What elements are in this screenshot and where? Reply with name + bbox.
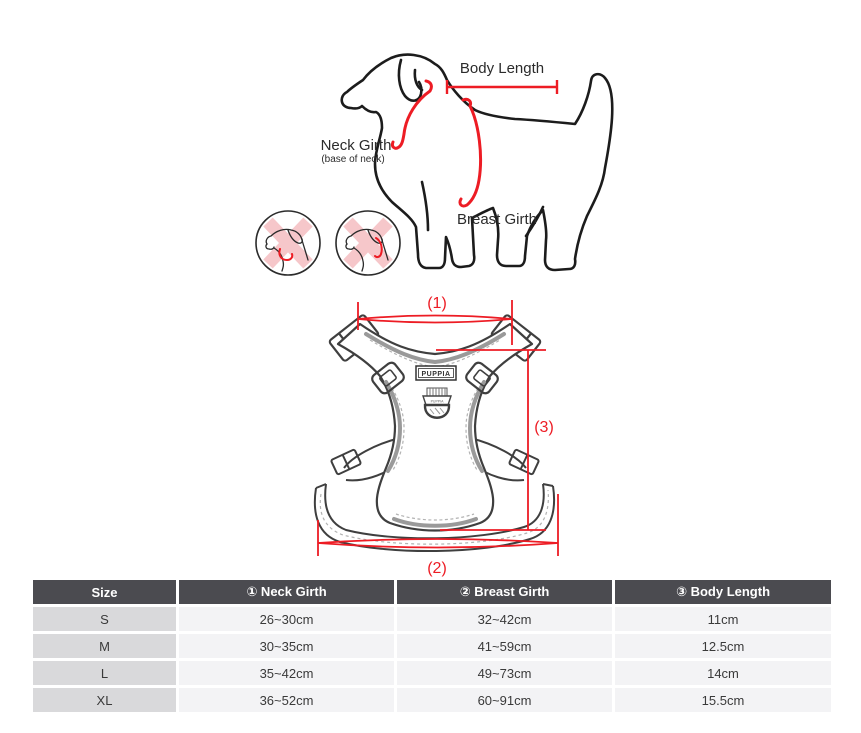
body-length-cell: 14cm — [615, 661, 831, 685]
breast-girth-mark — [458, 97, 483, 208]
wrong-collar-mark — [374, 237, 383, 259]
dimension-lines — [317, 300, 559, 556]
incorrect-measurement-icon-1 — [255, 210, 321, 276]
body-length-cell: 12.5cm — [615, 634, 831, 658]
harness-stitching — [364, 332, 506, 528]
size-table-header-size: Size — [33, 580, 176, 604]
breast-girth-cell: 60~91cm — [397, 688, 612, 712]
clip-brand-label: PUPPIA — [431, 400, 445, 404]
body-length-label: Body Length — [460, 60, 544, 77]
body-length-line — [445, 80, 559, 94]
neck-girth-sublabel: (base of neck) — [321, 154, 384, 165]
incorrect-measurement-icon-2 — [335, 210, 401, 276]
dim1-ellipse — [357, 314, 513, 324]
wrong-collar-mark — [278, 248, 294, 262]
body-length-cell: 11cm — [615, 607, 831, 631]
body-length-cell: 15.5cm — [615, 688, 831, 712]
neck-girth-cell: 35~42cm — [179, 661, 394, 685]
size-table: Size ① Neck Girth ② Breast Girth ③ Body … — [33, 580, 831, 712]
breast-girth-cell: 41~59cm — [397, 634, 612, 658]
harness-chest-panel — [328, 314, 542, 532]
size-cell: M — [33, 634, 176, 658]
size-table-header-body-length: ③ Body Length — [615, 580, 831, 604]
size-table-header-breast-girth: ② Breast Girth — [397, 580, 612, 604]
neck-girth-cell: 26~30cm — [179, 607, 394, 631]
breast-girth-label: Breast Girth — [457, 211, 537, 228]
size-cell: XL — [33, 688, 176, 712]
neck-girth-mark — [391, 79, 433, 150]
breast-girth-cell: 49~73cm — [397, 661, 612, 685]
dim2-ellipse — [317, 538, 559, 549]
neck-girth-label: Neck Girth — [321, 137, 392, 154]
brand-label: PUPPIA — [421, 371, 450, 378]
d-ring-icon — [423, 403, 451, 419]
harness-buckle-rings — [371, 361, 499, 395]
size-cell: S — [33, 607, 176, 631]
harness-center-hardware: PUPPIA PUPPIA — [415, 365, 457, 419]
dim2-label: (2) — [427, 560, 447, 577]
neck-girth-cell: 30~35cm — [179, 634, 394, 658]
dog-outline-drawing — [340, 53, 614, 272]
neck-girth-cell: 36~52cm — [179, 688, 394, 712]
dog-measurement-diagram: Body Length Neck Girth (base of neck) Br… — [255, 53, 614, 276]
breast-girth-cell: 32~42cm — [397, 607, 612, 631]
size-cell: L — [33, 661, 176, 685]
size-table-header-neck-girth: ① Neck Girth — [179, 580, 394, 604]
harness-diagram: PUPPIA PUPPIA — [313, 295, 559, 577]
dim3-label: (3) — [534, 419, 554, 436]
measurement-marks — [391, 79, 483, 208]
dim1-label: (1) — [427, 295, 447, 312]
